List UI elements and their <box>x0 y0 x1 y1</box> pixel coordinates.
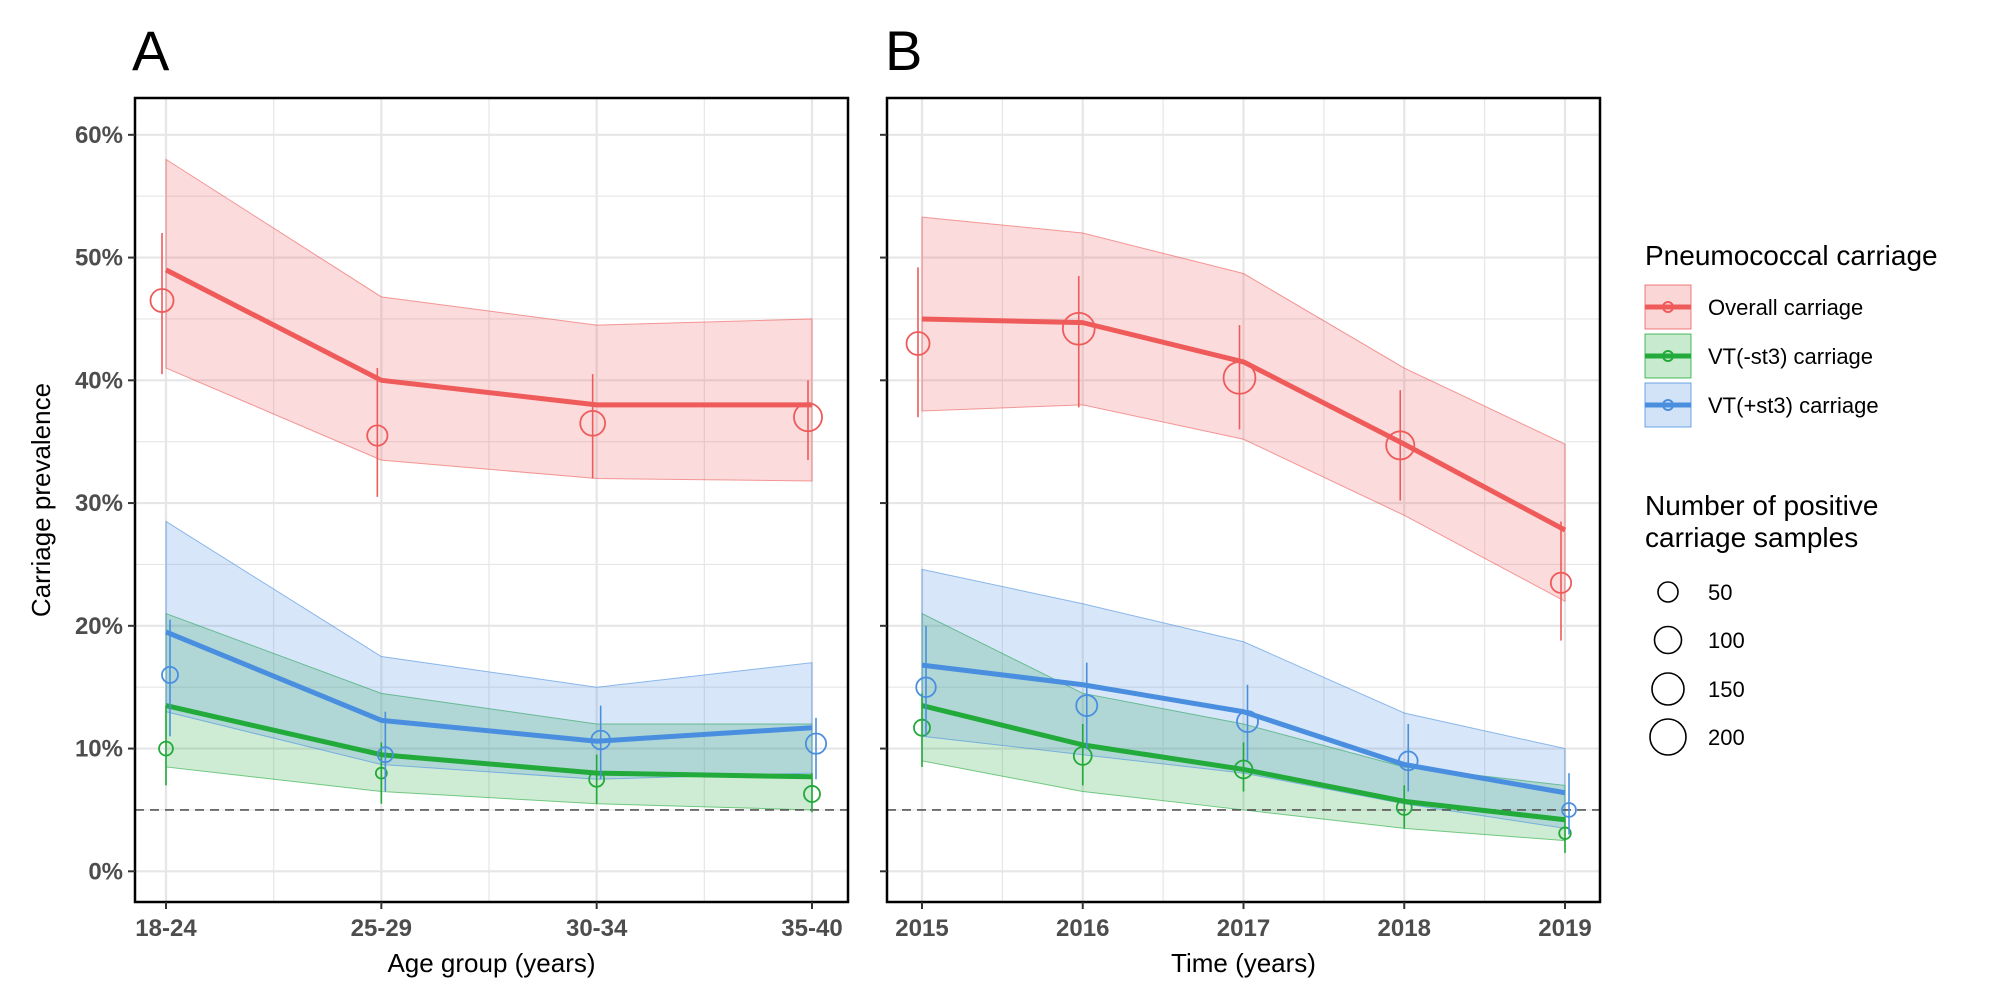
x-tick-label: 35-40 <box>781 915 842 942</box>
panel-border <box>133 96 850 904</box>
y-tick-label: 0% <box>88 858 123 885</box>
data-point-vt_plus <box>915 676 937 698</box>
model-line-overall <box>164 267 812 408</box>
legend-size-label-100: 100 <box>1708 628 1745 653</box>
data-point-vt_minus <box>803 785 821 803</box>
legend-size-circle-200 <box>1649 718 1687 756</box>
y-tick-label: 50% <box>75 245 123 272</box>
data-point-vt_plus <box>1075 694 1099 718</box>
data-point-vt_plus <box>1397 750 1419 772</box>
data-point-vt_minus <box>1395 799 1413 816</box>
x-axis-title: Time (years) <box>1171 948 1316 978</box>
legend-size-circle-50 <box>1657 581 1679 603</box>
data-point-overall <box>579 409 607 437</box>
legend-label-vt-plus: VT(+st3) carriage <box>1708 393 1879 418</box>
legend-size-circle-150 <box>1651 672 1685 706</box>
data-point-overall <box>1222 361 1257 395</box>
model-line-vt_minus <box>165 703 813 780</box>
data-point-vt_minus <box>1072 746 1093 766</box>
data-point-vt_plus <box>1561 802 1577 818</box>
ribbon-overall <box>165 158 813 482</box>
x-tick-label: 2018 <box>1378 915 1431 942</box>
data-point-overall <box>793 402 823 433</box>
data-point-vt_plus <box>1236 710 1259 733</box>
data-point-vt_minus <box>913 718 931 737</box>
x-tick-label: 2019 <box>1538 915 1591 942</box>
data-point-overall <box>1385 430 1416 461</box>
legend-key-overall <box>1644 284 1692 330</box>
y-tick-label: 10% <box>75 736 123 763</box>
data-point-vt_plus <box>590 729 611 751</box>
legend-label-overall: Overall carriage <box>1708 295 1863 320</box>
y-tick-label: 20% <box>75 613 123 640</box>
x-tick-label: 2015 <box>895 915 948 942</box>
legend-size-circle-100 <box>1653 625 1683 655</box>
legend-key-vt-plus <box>1644 382 1692 428</box>
panel-a: 0% 10% 20% 30% 40% 50% 60% 18-24 25-29 30-34 35-40… <box>75 96 850 978</box>
data-point-vt_minus <box>1233 759 1254 780</box>
y-tick-label: 30% <box>75 490 123 517</box>
data-point-vt_plus <box>804 732 828 755</box>
panel-b: 2015 2016 2017 2018 2019 Time (years) <box>880 96 1602 978</box>
legend-title-size-line1: Number of positive <box>1645 490 1878 521</box>
x-tick-label: 2016 <box>1056 915 1109 942</box>
x-tick-label: 2017 <box>1217 915 1270 942</box>
data-point-vt_minus <box>374 766 388 780</box>
x-tick-label: 25-29 <box>351 915 412 942</box>
data-point-vt_minus <box>588 770 606 788</box>
data-point-overall <box>149 288 175 313</box>
legend-key-vt-minus <box>1644 333 1692 379</box>
data-point-overall <box>1549 571 1573 594</box>
panel-a-letter: A <box>132 19 170 82</box>
data-point-overall <box>366 424 389 447</box>
y-axis-title: Carriage prevalence <box>26 383 56 617</box>
data-point-overall <box>1061 311 1096 346</box>
y-tick-label: 40% <box>75 367 123 394</box>
legend-title-size-line2: carriage samples <box>1645 522 1858 553</box>
model-line-vt_plus <box>165 629 813 744</box>
panel-b-letter: B <box>885 19 922 82</box>
legend-size-label-50: 50 <box>1708 580 1732 605</box>
data-point-vt_minus <box>1558 826 1572 840</box>
x-tick-label: 18-24 <box>135 915 197 942</box>
data-point-overall <box>905 331 931 356</box>
y-tick-label: 60% <box>75 122 123 149</box>
data-point-vt_minus <box>158 740 174 757</box>
x-axis-title: Age group (years) <box>387 948 595 978</box>
legend: Pneumococcal carriage Overall carriage V… <box>1644 240 1938 756</box>
legend-label-vt-minus: VT(-st3) carriage <box>1708 344 1873 369</box>
legend-size-label-200: 200 <box>1708 725 1745 750</box>
legend-title-carriage: Pneumococcal carriage <box>1645 240 1938 271</box>
data-point-vt_plus <box>161 665 179 684</box>
x-tick-label: 30-34 <box>566 915 628 942</box>
data-point-vt_plus <box>376 746 394 764</box>
legend-size-label-150: 150 <box>1708 677 1745 702</box>
